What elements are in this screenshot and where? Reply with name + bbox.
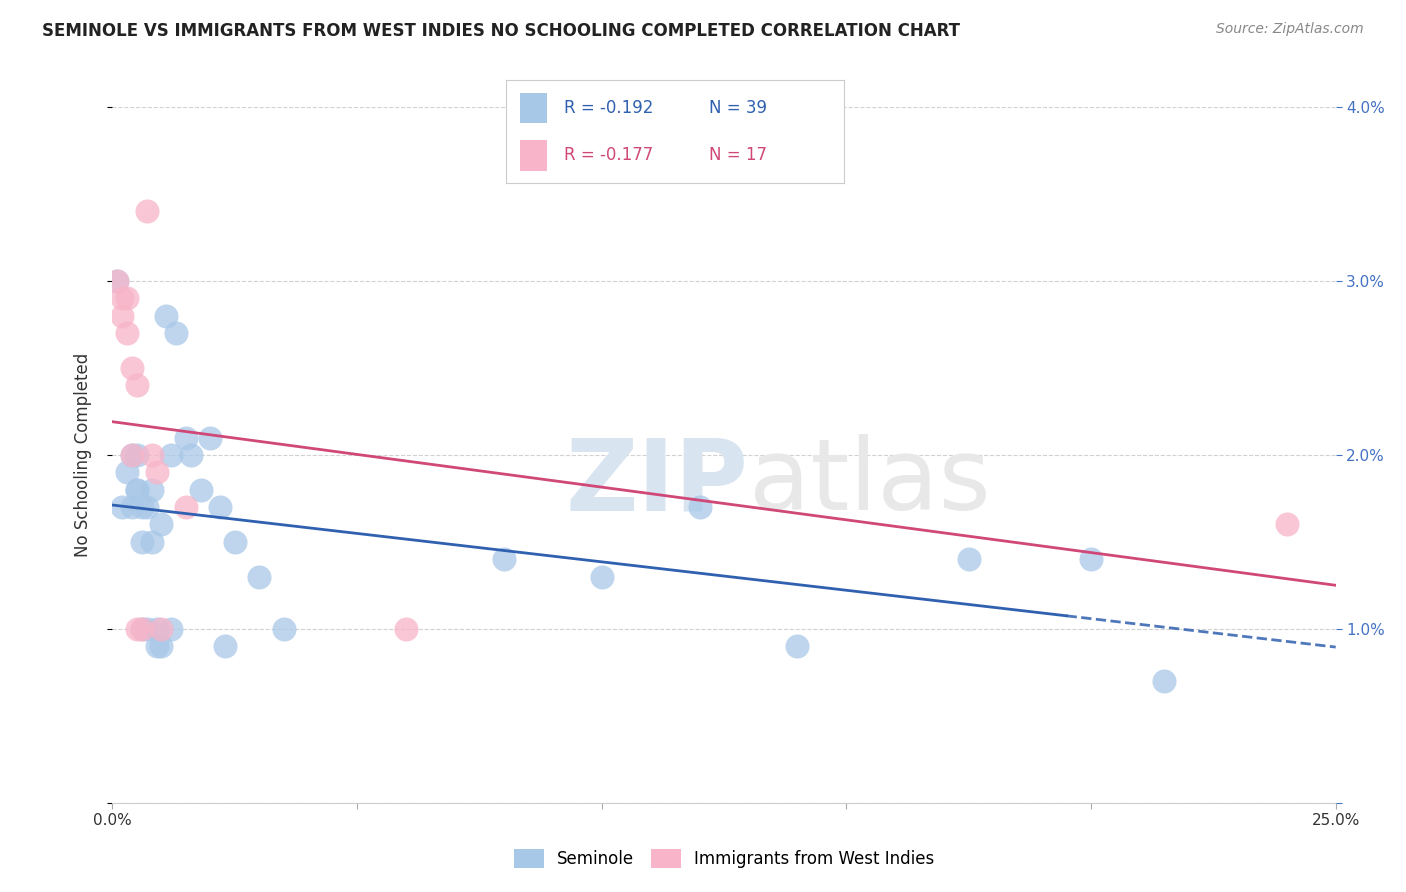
Point (786, 639, 808, 653)
Point (155, 309, 177, 323)
Point (150, 517, 173, 532)
Point (135, 204, 157, 219)
Point (115, 326, 138, 341)
Point (111, 500, 134, 514)
Point (395, 622, 418, 636)
Point (131, 500, 153, 514)
Point (121, 500, 143, 514)
Text: Source: ZipAtlas.com: Source: ZipAtlas.com (1216, 22, 1364, 37)
Text: R = -0.177: R = -0.177 (564, 146, 652, 164)
Point (273, 622, 295, 636)
Point (111, 291, 134, 305)
Text: atlas: atlas (748, 434, 990, 532)
Point (1080, 552, 1102, 566)
Point (135, 500, 157, 514)
Point (180, 448, 202, 462)
Point (105, 274, 128, 288)
Point (115, 466, 138, 480)
FancyBboxPatch shape (520, 93, 547, 123)
Point (105, 274, 128, 288)
Text: SEMINOLE VS IMMIGRANTS FROM WEST INDIES NO SCHOOLING COMPLETED CORRELATION CHART: SEMINOLE VS IMMIGRANTS FROM WEST INDIES … (42, 22, 960, 40)
Point (125, 622, 148, 636)
Point (111, 309, 134, 323)
Point (131, 622, 153, 636)
Point (1153, 674, 1175, 689)
Point (160, 448, 183, 462)
Text: ZIP: ZIP (565, 434, 748, 532)
Point (174, 431, 197, 445)
Text: R = -0.192: R = -0.192 (564, 99, 652, 117)
Point (145, 622, 167, 636)
Point (591, 570, 613, 584)
Point (214, 639, 236, 653)
Point (689, 500, 711, 514)
Point (247, 570, 270, 584)
Point (145, 639, 167, 653)
Point (121, 448, 143, 462)
Point (957, 552, 980, 566)
Point (135, 622, 157, 636)
Point (131, 622, 153, 636)
Y-axis label: No Schooling Completed: No Schooling Completed (73, 353, 91, 557)
Point (150, 639, 173, 653)
Point (115, 291, 138, 305)
Point (121, 360, 143, 375)
Point (125, 483, 148, 497)
Point (224, 535, 246, 549)
Point (141, 535, 163, 549)
Point (141, 448, 163, 462)
Point (165, 326, 187, 341)
Point (1275, 517, 1298, 532)
Point (131, 535, 153, 549)
Point (174, 500, 197, 514)
Point (150, 622, 173, 636)
Text: N = 39: N = 39 (709, 99, 766, 117)
Point (200, 431, 222, 445)
Point (121, 448, 143, 462)
Point (125, 483, 148, 497)
Point (209, 500, 232, 514)
Point (160, 622, 183, 636)
Point (141, 483, 163, 497)
Text: N = 17: N = 17 (709, 146, 766, 164)
Point (125, 378, 148, 392)
Legend: Seminole, Immigrants from West Indies: Seminole, Immigrants from West Indies (508, 842, 941, 874)
Point (145, 466, 167, 480)
FancyBboxPatch shape (520, 140, 547, 170)
Point (492, 552, 515, 566)
Point (125, 448, 148, 462)
Point (190, 483, 212, 497)
